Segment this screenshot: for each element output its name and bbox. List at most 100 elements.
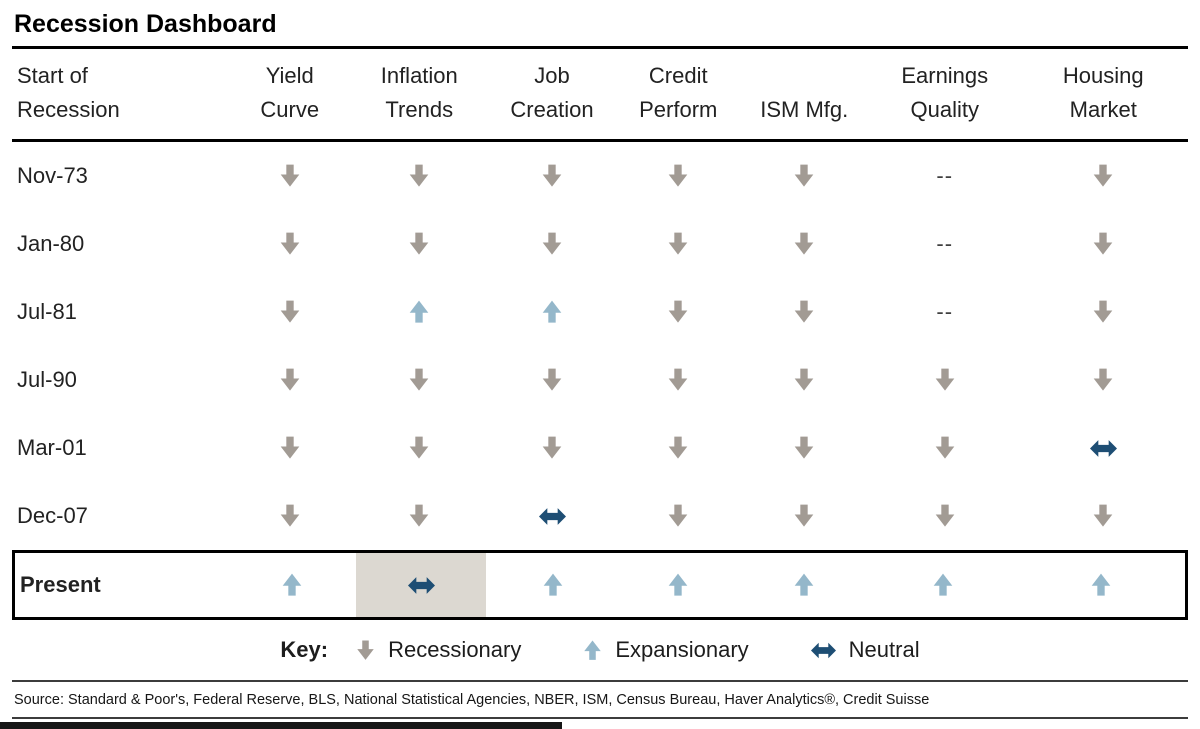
down-arrow-icon	[1093, 164, 1113, 187]
no-data-dash: --	[936, 163, 954, 189]
indicator-cell-down	[619, 278, 738, 346]
indicator-cell-up	[1017, 553, 1185, 617]
down-arrow-icon	[542, 368, 562, 391]
indicator-cell-down	[226, 210, 354, 278]
indicator-cell-down	[485, 414, 619, 482]
down-arrow-icon	[409, 504, 429, 527]
down-arrow-icon	[1093, 504, 1113, 527]
column-header-credit-perform: Credit Perform	[639, 63, 718, 123]
source-top-divider	[12, 680, 1188, 683]
column-header-yield-curve: Yield Curve	[260, 63, 320, 123]
up-arrow-icon	[283, 573, 302, 596]
no-data-dash: --	[936, 299, 954, 325]
indicator-cell-down	[738, 482, 872, 550]
source-text: Source: Standard & Poor's, Federal Reser…	[14, 692, 930, 709]
indicator-cell-down	[619, 142, 738, 210]
indicator-cell-down	[619, 414, 738, 482]
down-arrow-icon	[542, 164, 562, 187]
indicator-cell-down	[354, 142, 486, 210]
row-label: Nov-73	[17, 163, 88, 189]
column-header-inflation-trends: Inflation Trends	[380, 63, 458, 123]
down-arrow-icon	[280, 368, 300, 391]
indicator-cell-up	[486, 553, 619, 617]
indicator-cell-down	[619, 346, 738, 414]
indicator-cell-up	[737, 553, 870, 617]
up-arrow-icon	[933, 573, 953, 596]
down-arrow-icon	[935, 504, 955, 527]
source-bottom-divider	[12, 717, 1188, 720]
down-arrow-icon	[668, 504, 688, 527]
indicator-cell-neutral	[485, 482, 619, 550]
down-arrow-icon	[794, 300, 814, 323]
down-arrow-icon	[1093, 300, 1113, 323]
dashboard-table: Start of Recession Yield Curve Inflation Tren…	[12, 49, 1189, 621]
column-header-job-creation: Job Creation	[510, 63, 594, 123]
indicator-cell-down	[738, 346, 872, 414]
down-arrow-icon	[409, 436, 429, 459]
title-divider	[12, 46, 1188, 49]
indicator-cell-down	[226, 142, 354, 210]
up-arrow-icon	[669, 573, 688, 596]
legend-item-label: Neutral	[848, 637, 920, 663]
up-arrow-icon	[1091, 573, 1111, 596]
down-arrow-icon	[668, 164, 688, 187]
row-label: Present	[20, 572, 101, 598]
down-arrow-icon	[542, 436, 562, 459]
legend-item-recessionary: Recessionary	[354, 637, 521, 663]
page-title: Recession Dashboard	[14, 10, 277, 38]
indicator-cell-down	[226, 346, 354, 414]
header-divider	[12, 139, 1188, 143]
table-body: Nov-73 -- Jan-80 -- Jul-81 -- Jul-90 Mar-01 Dec-…	[12, 142, 1189, 621]
indicator-cell-down	[1019, 482, 1189, 550]
row-label: Jul-90	[17, 367, 77, 393]
down-arrow-icon	[935, 368, 955, 391]
down-arrow-icon	[668, 436, 688, 459]
indicator-cell-neutral	[1019, 414, 1189, 482]
indicator-cell-up	[485, 278, 619, 346]
down-arrow-icon	[280, 504, 300, 527]
down-arrow-icon	[1093, 232, 1113, 255]
table-row-mar-01: Mar-01	[12, 414, 1188, 482]
indicator-cell-down	[871, 482, 1019, 550]
table-row-dec-07: Dec-07	[12, 482, 1188, 550]
down-arrow-icon	[542, 232, 562, 255]
down-arrow-icon	[794, 504, 814, 527]
column-header-start-of-recession: Start of Recession	[17, 63, 120, 123]
down-arrow-icon	[409, 368, 429, 391]
indicator-cell-down	[354, 210, 486, 278]
indicator-cell-down	[1019, 210, 1189, 278]
down-arrow-icon	[668, 300, 688, 323]
no-data-dash: --	[936, 231, 954, 257]
down-arrow-icon	[668, 232, 688, 255]
indicator-cell-down	[354, 414, 486, 482]
down-arrow-icon	[935, 436, 955, 459]
down-arrow-icon	[1093, 368, 1113, 391]
table-row-present: Present	[12, 550, 1188, 621]
up-arrow-icon	[794, 573, 813, 596]
indicator-cell-down	[871, 346, 1019, 414]
indicator-cell-up	[354, 278, 486, 346]
indicator-cell-down	[226, 278, 354, 346]
row-label: Jan-80	[17, 231, 85, 257]
indicator-cell-down	[738, 142, 872, 210]
indicator-cell-down	[1019, 278, 1189, 346]
indicator-cell-down	[871, 414, 1019, 482]
row-label: Dec-07	[17, 503, 88, 529]
indicator-cell-down	[354, 346, 486, 414]
indicator-cell-down	[226, 414, 354, 482]
indicator-cell-down	[1019, 142, 1189, 210]
down-arrow-icon	[409, 164, 429, 187]
up-arrow-icon	[542, 300, 562, 323]
down-arrow-icon	[794, 232, 814, 255]
indicator-cell-down	[738, 414, 872, 482]
legend-item-neutral: Neutral	[809, 637, 920, 663]
indicator-cell-down	[485, 346, 619, 414]
table-row-jul-90: Jul-90	[12, 346, 1188, 414]
indicator-cell-down	[619, 210, 738, 278]
down-arrow-icon	[280, 164, 300, 187]
indicator-cell-down	[485, 142, 619, 210]
column-header-ism-mfg: ISM Mfg.	[760, 97, 849, 123]
up-arrow-icon	[409, 300, 429, 323]
down-arrow-icon	[409, 232, 429, 255]
